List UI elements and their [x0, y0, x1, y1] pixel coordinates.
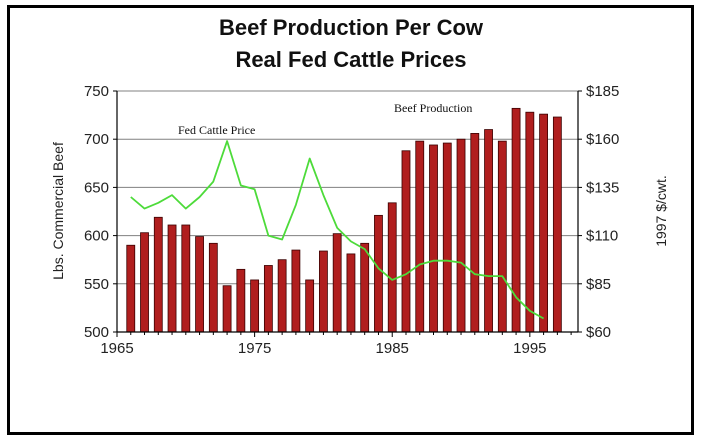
bar: [456, 138, 466, 333]
x-tick-label: 1985: [376, 340, 409, 357]
bar: [360, 242, 370, 333]
y-tick-label: 650: [84, 179, 109, 196]
bar: [332, 233, 342, 333]
bar: [484, 129, 493, 333]
bar: [236, 268, 246, 333]
bar: [415, 140, 425, 333]
bar: [346, 253, 356, 333]
y-tick-label: 550: [84, 276, 109, 293]
chart-title-line1: Beef Production Per Cow: [218, 15, 484, 40]
x-tick-label: 1995: [513, 340, 546, 357]
bar: [552, 116, 562, 333]
bar: [181, 224, 191, 333]
bar: [539, 113, 548, 333]
chart-frame: [7, 5, 694, 435]
y2-tick-label: $185: [586, 83, 619, 100]
x-tick-label: 1965: [100, 340, 133, 357]
combo-chart: 1965 1975 1985 1995 500 550 600 650 700 750 $60 $85…: [50, 83, 669, 357]
bar: [470, 133, 480, 333]
y-tick-label: 600: [84, 228, 109, 245]
price-line: [130, 140, 545, 320]
y2-tick-label: $60: [586, 324, 611, 341]
bar: [497, 140, 507, 333]
bar: [387, 202, 397, 333]
y2-tick-label: $160: [586, 131, 619, 148]
y-tick-label: 500: [84, 324, 109, 341]
bar: [401, 150, 411, 333]
bar: [277, 259, 287, 333]
y-axis-title: Lbs. Commercial Beef: [50, 142, 66, 280]
y-tick-label: 750: [84, 83, 109, 100]
bar: [319, 250, 328, 333]
bar: [442, 142, 452, 333]
bar: [429, 144, 438, 333]
bar: [374, 214, 383, 333]
bar: [525, 111, 535, 333]
y2-axis-title: 1997 $/cwt.: [653, 175, 669, 247]
bar: [126, 244, 136, 333]
y2-tick-label: $85: [586, 276, 611, 293]
y2-tick-label: $110: [586, 228, 618, 245]
bar: [250, 279, 260, 333]
bar: [153, 216, 163, 333]
bar: [195, 236, 204, 333]
chart-title-line2: Real Fed Cattle Prices: [235, 47, 467, 72]
bar: [305, 279, 315, 333]
x-tick-label: 1975: [238, 340, 271, 357]
bar: [291, 249, 301, 333]
annotation-beef-production: Beef Production: [394, 101, 472, 115]
bar: [140, 232, 149, 333]
annotation-fed-cattle-price: Fed Cattle Price: [178, 123, 255, 137]
bar: [222, 285, 232, 333]
bar: [167, 224, 177, 333]
y-tick-label: 700: [84, 131, 109, 148]
bar: [263, 265, 273, 333]
y2-tick-label: $135: [586, 179, 619, 196]
bar: [208, 242, 218, 333]
